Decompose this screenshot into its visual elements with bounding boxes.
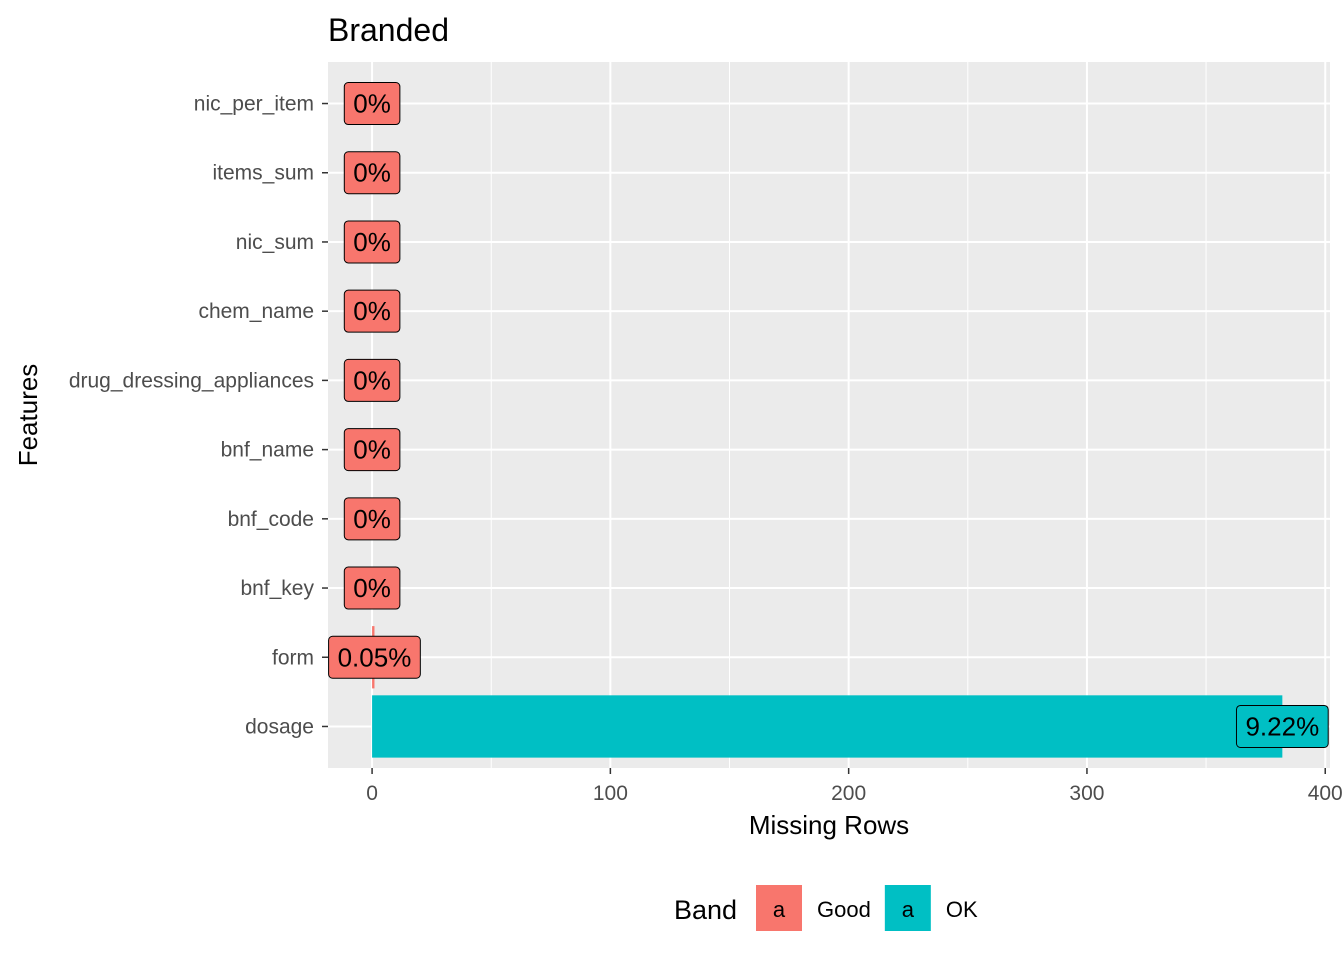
legend: Band a Good a OK: [674, 885, 978, 931]
data-label: 0%: [343, 358, 401, 402]
y-tick-label: dosage: [245, 715, 314, 738]
bars: [372, 626, 1283, 758]
data-label: 0%: [343, 497, 401, 541]
y-tick-label: form: [272, 646, 314, 669]
legend-key-glyph: a: [773, 897, 786, 922]
data-labels: 0% 0% 0% 0% 0% 0% 0% 0% 0.05% 9.22%: [328, 82, 1329, 748]
x-tick-label: 0: [366, 782, 378, 805]
x-axis: 0 100 200 300 400: [366, 768, 1343, 805]
data-label: 0%: [343, 428, 401, 472]
data-label-text: 0%: [353, 296, 391, 326]
data-label: 0%: [343, 151, 401, 195]
y-tick-label: nic_sum: [236, 231, 314, 254]
data-label-box: [343, 151, 401, 195]
data-label-text: 0%: [353, 89, 391, 119]
y-tick-label: items_sum: [212, 162, 314, 185]
data-label-text: 0%: [353, 504, 391, 534]
y-tick-label: nic_per_item: [194, 93, 314, 116]
data-label-box: [343, 497, 401, 541]
legend-label: OK: [946, 897, 978, 922]
x-tick-label: 400: [1308, 782, 1343, 805]
legend-label: Good: [817, 897, 871, 922]
data-label: 0%: [343, 566, 401, 610]
data-label: 0%: [343, 82, 401, 126]
chart-title: Branded: [328, 12, 449, 48]
data-label-text: 0%: [353, 573, 391, 603]
data-label-box: [343, 220, 401, 264]
legend-key-glyph: a: [902, 897, 915, 922]
data-label-text: 9.22%: [1245, 711, 1319, 741]
y-tick-label: bnf_code: [228, 508, 314, 531]
data-label-text: 0%: [353, 227, 391, 257]
data-label-box: [343, 428, 401, 472]
y-axis-title: Features: [13, 364, 43, 467]
plot-panel: [328, 62, 1330, 768]
y-axis: nic_per_item items_sum nic_sum chem_namedru…: [69, 93, 328, 738]
data-label: 0%: [343, 289, 401, 333]
y-tick-label: chem_name: [198, 300, 314, 323]
data-label-text: 0%: [353, 158, 391, 188]
y-tick-label: bnf_name: [221, 439, 314, 462]
data-label: 0%: [343, 220, 401, 264]
y-tick-label: drug_dressing_appliances: [69, 369, 314, 392]
grid-minor: [490, 62, 1207, 768]
legend-key: [884, 885, 931, 931]
data-label: 9.22%: [1235, 704, 1329, 748]
y-tick-label: bnf_key: [240, 577, 314, 600]
data-label-box: [343, 82, 401, 126]
data-label: 0.05%: [328, 635, 421, 679]
bar: [372, 695, 1283, 758]
data-label-box: [328, 635, 421, 679]
data-label-text: 0.05%: [338, 642, 412, 672]
legend-title: Band: [674, 895, 737, 925]
data-label-text: 0%: [353, 435, 391, 465]
legend-key: [756, 885, 802, 931]
data-label-box: [343, 358, 401, 402]
grid-major: [328, 62, 1330, 768]
x-axis-title: Missing Rows: [749, 810, 909, 840]
x-tick-label: 300: [1069, 782, 1104, 805]
data-label-box: [1235, 704, 1329, 748]
x-tick-label: 200: [831, 782, 866, 805]
data-label-text: 0%: [353, 365, 391, 395]
data-label-box: [343, 566, 401, 610]
data-label-box: [343, 289, 401, 333]
x-tick-label: 100: [593, 782, 628, 805]
